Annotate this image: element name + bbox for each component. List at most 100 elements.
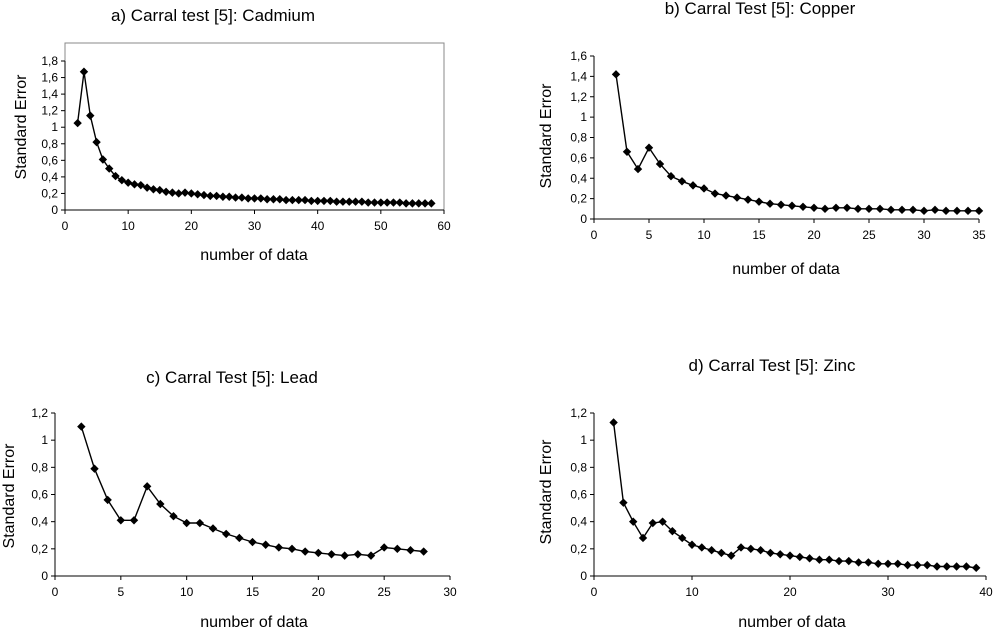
data-point-marker <box>187 189 196 198</box>
data-point-marker <box>883 559 893 568</box>
data-point-marker <box>366 551 376 560</box>
data-point-marker <box>611 70 621 79</box>
data-series <box>611 70 984 216</box>
data-point-marker <box>364 198 373 207</box>
data-point-marker <box>73 118 82 128</box>
data-point-marker <box>854 558 863 567</box>
data-point-marker <box>897 205 907 215</box>
data-point-marker <box>345 197 354 206</box>
data-point-marker <box>307 196 316 206</box>
data-point-marker <box>180 188 190 197</box>
data-point-marker <box>300 547 310 556</box>
x-tick-label: 35 <box>972 228 986 242</box>
x-tick-label: 10 <box>121 219 135 233</box>
data-point-marker <box>248 537 257 547</box>
axes <box>590 412 987 580</box>
data-point-marker <box>688 181 698 190</box>
y-tick-label: 0,8 <box>570 460 587 474</box>
data-point-marker <box>274 543 284 552</box>
data-point-marker <box>357 197 367 206</box>
data-point-marker <box>776 200 786 209</box>
x-tick-label: 20 <box>807 228 821 242</box>
data-point-marker <box>743 195 753 204</box>
data-point-marker <box>825 555 834 564</box>
data-point-marker <box>805 554 814 563</box>
data-point-marker <box>294 195 303 205</box>
data-point-marker <box>972 563 981 573</box>
data-point-marker <box>787 201 797 210</box>
data-series <box>77 422 428 560</box>
data-point-marker <box>340 551 349 560</box>
data-point-marker <box>237 193 247 202</box>
x-tick-label: 20 <box>185 219 199 233</box>
data-point-marker <box>677 177 687 186</box>
y-tick-label: 1 <box>580 433 587 447</box>
x-tick-label: 25 <box>862 228 876 242</box>
y-tick-label: 0,8 <box>31 460 48 474</box>
data-point-marker <box>408 199 417 208</box>
data-point-marker <box>353 550 363 559</box>
data-point-marker <box>798 202 808 211</box>
data-point-marker <box>155 185 164 195</box>
chart-title: c) Carral Test [5]: Lead <box>146 368 318 387</box>
data-point-marker <box>221 529 231 539</box>
data-point-marker <box>142 183 152 192</box>
data-point-marker <box>633 164 643 174</box>
data-point-marker <box>281 195 291 205</box>
x-axis-label: number of data <box>732 261 840 278</box>
data-point-marker <box>117 176 127 185</box>
data-point-marker <box>776 550 785 559</box>
data-point-marker <box>710 189 720 198</box>
data-point-marker <box>697 543 706 552</box>
data-point-marker <box>952 206 962 216</box>
data-point-marker <box>815 555 824 564</box>
data-point-marker <box>235 533 244 543</box>
x-tick-label: 30 <box>443 585 457 599</box>
x-tick-label: 40 <box>311 219 325 233</box>
chart-panel-cadmium: a) Carral test [5]: Cadmium Standard Err… <box>13 6 451 264</box>
data-point-marker <box>930 205 940 215</box>
data-point-marker <box>820 204 830 214</box>
y-tick-label: 0,2 <box>570 192 587 206</box>
data-point-marker <box>864 204 874 214</box>
series-line <box>615 74 979 212</box>
data-point-marker <box>853 204 863 214</box>
chart-panel-copper: b) Carral Test [5]: Copper Standard Erro… <box>538 0 986 278</box>
data-point-marker <box>746 544 755 554</box>
data-point-marker <box>923 560 932 570</box>
y-tick-label: 1,6 <box>570 49 587 63</box>
data-point-marker <box>351 197 360 206</box>
data-point-marker <box>90 464 99 473</box>
data-point-marker <box>169 512 178 521</box>
y-tick-label: 1 <box>51 120 58 134</box>
data-point-marker <box>393 544 402 554</box>
data-point-marker <box>809 203 819 212</box>
y-tick-label: 0 <box>41 569 48 583</box>
data-point-marker <box>156 499 165 509</box>
data-point-marker <box>886 205 896 215</box>
data-point-marker <box>98 155 108 164</box>
data-point-marker <box>149 185 158 194</box>
data-point-marker <box>427 199 436 208</box>
y-tick-label: 0,6 <box>41 153 58 167</box>
y-axis-label: Standard Error <box>538 83 555 189</box>
y-tick-label: 1,2 <box>570 406 587 420</box>
data-point-marker <box>622 147 632 156</box>
series-line <box>80 426 424 557</box>
y-tick-label: 0,6 <box>570 151 587 165</box>
y-tick-label: 1,2 <box>31 406 48 420</box>
data-point-marker <box>655 159 665 169</box>
data-point-marker <box>389 198 398 207</box>
data-point-marker <box>327 550 336 559</box>
data-point-marker <box>225 192 234 201</box>
x-tick-label: 0 <box>52 585 59 599</box>
data-point-marker <box>379 543 389 552</box>
axes <box>61 60 445 214</box>
tick-labels: 0 0,2 0,4 0,6 0,8 1 1,2 0 5 10 15 20 25 30 <box>31 406 457 599</box>
data-point-marker <box>313 196 322 206</box>
data-point-marker <box>831 203 841 212</box>
tick-labels: 0 0,2 0,4 0,6 0,8 1 1,2 1,4 1,6 0 5 10 15 20 25 30 35 <box>570 49 986 242</box>
y-axis-label: Standard Error <box>1 443 18 549</box>
x-axis-label: number of data <box>738 614 846 631</box>
